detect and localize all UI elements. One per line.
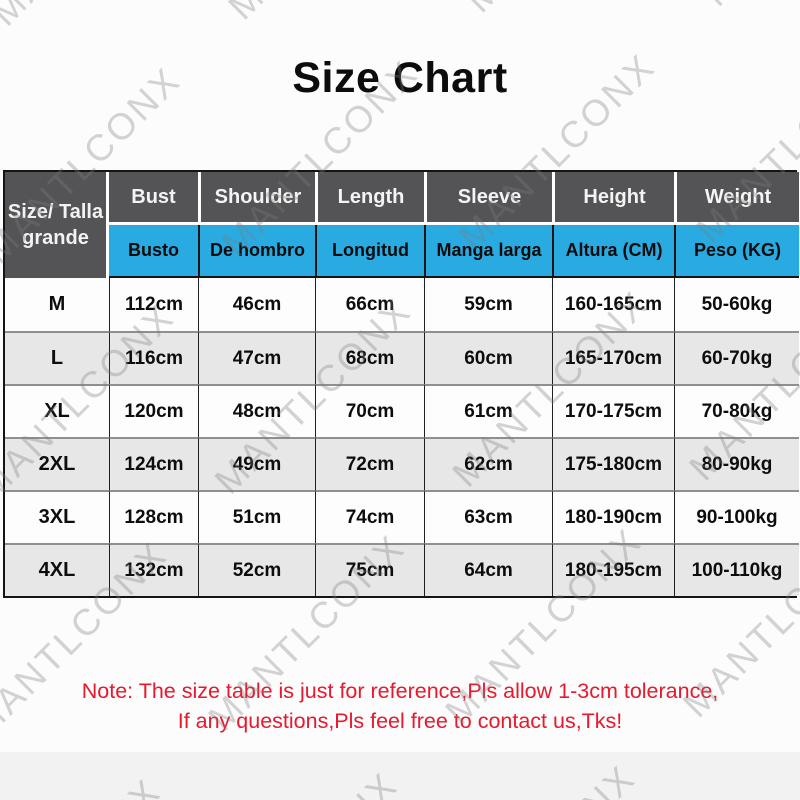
sleeve-cell: 64cm (424, 543, 552, 596)
height-cell: 165-170cm (552, 331, 674, 384)
sleeve-cell: 61cm (424, 384, 552, 437)
header-length-es: Longitud (315, 225, 424, 278)
sleeve-cell: 62cm (424, 437, 552, 490)
size-chart-table: Size/ Talla grande Bust Shoulder Length … (3, 170, 799, 598)
size-cell: 2XL (5, 437, 109, 490)
watermark-text: MANTLCONX (695, 0, 800, 15)
header-shoulder-en: Shoulder (198, 172, 315, 225)
weight-cell: 100-110kg (674, 543, 799, 596)
note-text: Note: The size table is just for referen… (0, 676, 800, 736)
bust-cell: 120cm (109, 384, 198, 437)
shoulder-cell: 51cm (198, 490, 315, 543)
corner-header-cell: Size/ Talla grande (5, 172, 109, 278)
length-cell: 74cm (315, 490, 424, 543)
shoulder-cell: 47cm (198, 331, 315, 384)
header-length-en: Length (315, 172, 424, 225)
corner-header-line2: grande (22, 227, 89, 249)
bust-cell: 116cm (109, 331, 198, 384)
height-cell: 175-180cm (552, 437, 674, 490)
height-cell: 180-195cm (552, 543, 674, 596)
header-bust-en: Bust (109, 172, 198, 225)
size-cell: XL (5, 384, 109, 437)
size-cell: L (5, 331, 109, 384)
weight-cell: 60-70kg (674, 331, 799, 384)
header-sleeve-en: Sleeve (424, 172, 552, 225)
size-cell: 4XL (5, 543, 109, 596)
bust-cell: 112cm (109, 278, 198, 331)
watermark-text: MANTLCONX (220, 0, 433, 28)
bottom-band (0, 752, 800, 800)
note-line1: Note: The size table is just for referen… (81, 679, 719, 703)
length-cell: 72cm (315, 437, 424, 490)
weight-cell: 90-100kg (674, 490, 799, 543)
watermark-text: MANTLCONX (0, 0, 197, 34)
length-cell: 70cm (315, 384, 424, 437)
page-title: Size Chart (292, 54, 508, 102)
bust-cell: 124cm (109, 437, 198, 490)
length-cell: 75cm (315, 543, 424, 596)
header-height-es: Altura (CM) (552, 225, 674, 278)
height-cell: 170-175cm (552, 384, 674, 437)
watermark-text: MANTLCONX (458, 0, 671, 21)
shoulder-cell: 49cm (198, 437, 315, 490)
shoulder-cell: 48cm (198, 384, 315, 437)
sleeve-cell: 60cm (424, 331, 552, 384)
size-cell: M (5, 278, 109, 331)
bust-cell: 128cm (109, 490, 198, 543)
header-bust-es: Busto (109, 225, 198, 278)
header-sleeve-es: Manga larga (424, 225, 552, 278)
length-cell: 68cm (315, 331, 424, 384)
bust-cell: 132cm (109, 543, 198, 596)
height-cell: 180-190cm (552, 490, 674, 543)
note-line2: If any questions,Pls feel free to contac… (177, 709, 623, 733)
header-height-en: Height (552, 172, 674, 225)
height-cell: 160-165cm (552, 278, 674, 331)
shoulder-cell: 46cm (198, 278, 315, 331)
shoulder-cell: 52cm (198, 543, 315, 596)
sleeve-cell: 63cm (424, 490, 552, 543)
weight-cell: 70-80kg (674, 384, 799, 437)
sleeve-cell: 59cm (424, 278, 552, 331)
weight-cell: 50-60kg (674, 278, 799, 331)
size-cell: 3XL (5, 490, 109, 543)
header-shoulder-es: De hombro (198, 225, 315, 278)
length-cell: 66cm (315, 278, 424, 331)
header-weight-es: Peso (KG) (674, 225, 799, 278)
corner-header-line1: Size/ Talla (7, 201, 104, 223)
weight-cell: 80-90kg (674, 437, 799, 490)
header-weight-en: Weight (674, 172, 799, 225)
